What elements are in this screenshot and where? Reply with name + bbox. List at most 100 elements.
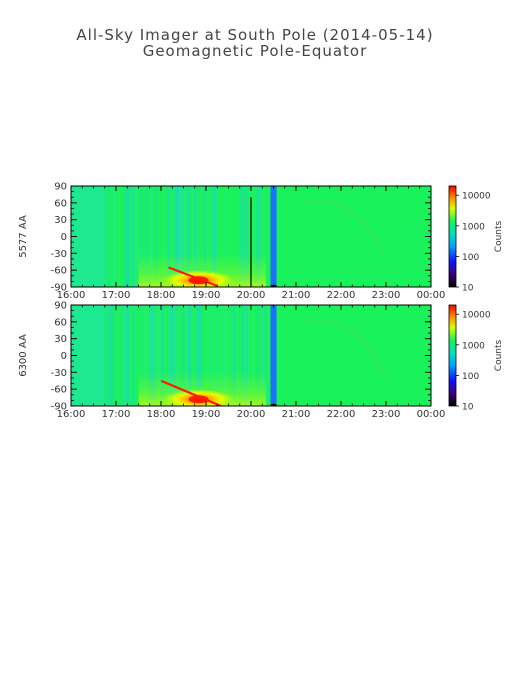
x-tick-label: 22:00: [327, 290, 356, 301]
heatmap-streak: [124, 186, 127, 287]
heatmap-streak: [156, 305, 159, 406]
heatmap-streak: [186, 186, 188, 287]
y-tick-label: 30: [54, 334, 67, 345]
heatmap-streak: [118, 305, 120, 406]
colorbar-label: Counts: [494, 220, 504, 252]
heatmap-streak: [180, 186, 183, 287]
heatmap-streak: [132, 305, 136, 406]
heatmap-streak: [216, 305, 220, 406]
heatmap-streak: [266, 305, 268, 406]
heatmap-streak: [148, 186, 152, 287]
heatmap-streak: [207, 305, 209, 406]
heatmap-streak: [116, 305, 118, 406]
x-tick-label: 21:00: [282, 409, 311, 420]
aurora-arc: [160, 379, 222, 406]
heatmap-streak: [132, 186, 136, 287]
heatmap-streak: [239, 186, 242, 287]
heatmap-streak: [150, 186, 153, 287]
y-axis-label: 5577 AA: [18, 215, 29, 258]
heatmap-streak: [144, 186, 147, 287]
y-tick-label: 0: [61, 351, 67, 362]
chart-subtitle: Geomagnetic Pole-Equator: [142, 42, 368, 60]
heatmap-streak: [155, 186, 158, 287]
heatmap-streak: [235, 305, 237, 406]
heatmap-streak: [194, 186, 198, 287]
heatmap-streak: [225, 186, 228, 287]
colorbar-tick-label: 1000: [462, 341, 485, 351]
heatmap-streak: [191, 186, 194, 287]
y-tick-label: 60: [54, 198, 67, 209]
heatmap-image: [71, 186, 431, 287]
heatmap-streak: [161, 305, 165, 406]
heatmap-streak: [213, 305, 216, 406]
x-tick-label: 18:00: [147, 409, 176, 420]
y-tick-label: 0: [61, 232, 67, 243]
x-tick-label: 19:00: [192, 409, 221, 420]
heatmap-streak: [170, 305, 173, 406]
heatmap-streak: [107, 186, 110, 287]
heatmap-streak: [257, 186, 261, 287]
heatmap-streak: [127, 305, 130, 406]
heatmap-streak: [132, 186, 134, 287]
heatmap-streak: [113, 186, 115, 287]
heatmap-streak: [181, 305, 183, 406]
heatmap-streak: [120, 305, 123, 406]
heatmap-streak: [173, 186, 177, 287]
heatmap-streak: [173, 305, 176, 406]
heatmap-streak: [183, 186, 186, 287]
heatmap-streak: [265, 305, 267, 406]
colorbar-tick-label: 100: [462, 253, 479, 263]
heatmap-streak: [251, 186, 254, 287]
heatmap-streak: [170, 305, 172, 406]
heatmap-streak: [105, 305, 109, 406]
heatmap-streak: [184, 186, 187, 287]
colorbar-tick-label: 10: [462, 403, 474, 413]
heatmap-streak: [145, 305, 148, 406]
x-tick-label: 20:00: [237, 290, 266, 301]
heatmap-streak: [265, 305, 267, 406]
heatmap-streak: [225, 305, 229, 406]
y-tick-label: -30: [51, 368, 67, 379]
heatmap-streak: [182, 305, 185, 406]
heatmap-streak: [129, 305, 131, 406]
x-tick-label: 17:00: [102, 290, 131, 301]
heatmap-streak: [158, 305, 161, 406]
heatmap-streak: [106, 186, 109, 287]
heatmap-streak: [213, 186, 216, 287]
heatmap-streak: [114, 305, 116, 406]
heatmap-streak: [185, 305, 188, 406]
x-tick-label: 23:00: [372, 290, 401, 301]
heatmap-streak: [232, 305, 235, 406]
heatmap-streak: [135, 186, 138, 287]
x-tick-label: 00:00: [417, 409, 446, 420]
heatmap-streak: [167, 186, 170, 287]
y-tick-label: -30: [51, 249, 67, 260]
heatmap-streak: [178, 186, 182, 287]
heatmap-streak: [264, 305, 267, 406]
x-tick-label: 22:00: [327, 409, 356, 420]
heatmap-streak: [236, 305, 239, 406]
heatmap-streak: [208, 186, 211, 287]
aurora-arc: [168, 266, 218, 287]
y-tick-label: -60: [51, 385, 67, 396]
heatmap-streak: [237, 186, 240, 287]
heatmap-streak: [104, 186, 107, 287]
heatmap-streak: [153, 305, 155, 406]
heatmap-streak: [126, 186, 130, 287]
aurora-arc-core: [188, 276, 209, 285]
colorbar-tick-label: 100: [462, 372, 479, 382]
heatmap-streak: [125, 186, 128, 287]
x-tick-label: 19:00: [192, 290, 221, 301]
x-tick-label: 16:00: [57, 409, 86, 420]
heatmap-streak: [142, 305, 146, 406]
heatmap-streak: [188, 305, 191, 406]
heatmap-streak: [115, 186, 118, 287]
heatmap-streak: [241, 186, 244, 287]
y-tick-label: 90: [54, 182, 67, 193]
heatmap-streak: [203, 186, 205, 287]
heatmap-streak: [159, 186, 161, 287]
x-tick-label: 21:00: [282, 290, 311, 301]
heatmap-streak: [150, 305, 154, 406]
heatmap-streak: [175, 305, 179, 406]
